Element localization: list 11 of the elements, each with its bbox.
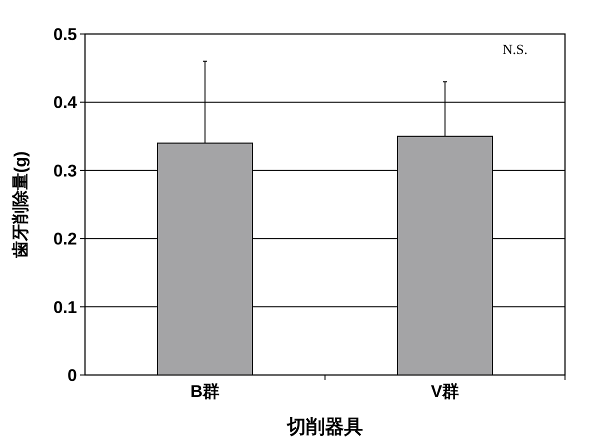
y-tick-label: 0.2 <box>53 230 77 249</box>
y-tick-label: 0.4 <box>53 93 78 112</box>
y-tick-label: 0.3 <box>53 161 77 180</box>
x-tick-label: V群 <box>430 382 460 401</box>
y-tick-label: 0 <box>68 366 77 385</box>
y-axis-title: 歯牙削除量(g) <box>11 151 30 259</box>
y-tick-label: 0.5 <box>53 25 77 44</box>
x-tick-label: B群 <box>190 382 220 401</box>
y-tick-label: 0.1 <box>53 298 77 317</box>
annotation: N.S. <box>502 43 528 58</box>
x-axis-title: 切削器具 <box>286 416 363 438</box>
